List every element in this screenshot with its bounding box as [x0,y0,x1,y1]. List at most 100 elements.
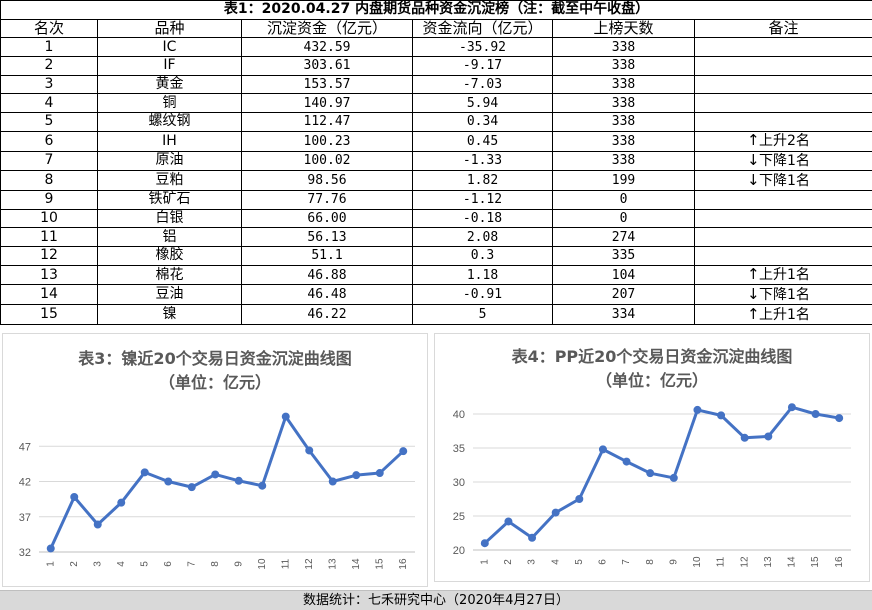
table-title: 表1：2020.04.27 内盘期货品种资金沉淀榜（注：截至中午收盘） [1,1,872,20]
flow-cell: 1.18 [413,265,553,285]
data-point [94,521,101,528]
flow-cell: 1.82 [413,171,553,191]
amount-cell: 46.88 [242,265,413,285]
data-point [529,534,536,541]
x-tick-label: 3 [92,561,103,567]
name-cell: IF [98,57,242,76]
data-point [141,469,148,476]
down-arrow-icon: ↓ [747,152,759,169]
days-cell: 0 [553,209,695,228]
data-point [282,413,289,420]
x-tick-label: 10 [257,558,268,570]
data-point [259,482,266,489]
rank-cell: 4 [1,94,98,113]
name-cell: 铝 [98,228,242,247]
data-point [670,474,677,481]
flow-cell: 2.08 [413,228,553,247]
rank-cell: 12 [1,247,98,266]
note-text: 上升1名 [759,267,810,283]
x-tick-label: 6 [163,561,174,567]
down-arrow-icon: ↓ [747,172,759,189]
footer-source: 数据统计：七禾研究中心（2020年4月27日） [0,590,872,610]
x-tick-label: 11 [280,558,291,569]
flow-cell: -1.33 [413,151,553,171]
data-point [718,412,725,419]
data-point [353,472,360,479]
name-cell: 棉花 [98,265,242,285]
down-arrow-icon: ↓ [747,286,759,303]
flow-cell: -9.17 [413,57,553,76]
amount-cell: 46.48 [242,285,413,305]
data-point [71,494,78,501]
name-cell: 豆粕 [98,171,242,191]
x-tick-label: 9 [668,559,679,565]
days-cell: 338 [553,57,695,76]
days-cell: 104 [553,265,695,285]
note-cell [695,94,872,113]
x-tick-label: 13 [763,556,774,568]
note-cell: ↓下降1名 [695,151,872,171]
separator [0,325,872,333]
flow-cell: 5.94 [413,94,553,113]
up-arrow-icon: ↑ [747,306,759,323]
data-point [576,496,583,503]
amount-cell: 46.22 [242,305,413,325]
amount-cell: 51.1 [242,247,413,266]
x-tick-label: 11 [716,556,727,567]
amount-cell: 77.76 [242,190,413,209]
rank-cell: 8 [1,171,98,191]
x-tick-label: 9 [233,561,244,567]
x-tick-label: 4 [550,559,561,565]
flow-cell: -0.91 [413,285,553,305]
x-tick-label: 7 [186,561,197,567]
days-cell: 338 [553,113,695,132]
data-point [306,447,313,454]
table-header-row: 名次 品种 沉淀资金（亿元） 资金流向（亿元） 上榜天数 备注 [1,19,872,38]
x-tick-label: 8 [210,561,221,567]
amount-cell: 56.13 [242,228,413,247]
note-cell [695,38,872,57]
data-point [118,499,125,506]
days-cell: 338 [553,131,695,151]
data-point [481,540,488,547]
series-line [51,417,404,549]
days-cell: 338 [553,151,695,171]
note-cell [695,57,872,76]
rank-cell: 2 [1,57,98,76]
rank-cell: 11 [1,228,98,247]
data-point [235,477,242,484]
note-text: 下降1名 [759,173,810,189]
x-tick-label: 1 [479,559,490,565]
x-tick-label: 14 [351,558,362,570]
name-cell: 铁矿石 [98,190,242,209]
flow-cell: 0.45 [413,131,553,151]
note-text: 上升2名 [759,133,810,149]
data-point [836,415,843,422]
note-cell [695,75,872,94]
days-cell: 207 [553,285,695,305]
data-point [329,478,336,485]
y-tick-label: 47 [19,441,31,453]
data-point [376,470,383,477]
note-cell [695,209,872,228]
note-text: 上升1名 [759,307,810,323]
name-cell: 白银 [98,209,242,228]
name-cell: 螺纹钢 [98,113,242,132]
x-tick-label: 13 [327,558,338,570]
days-cell: 199 [553,171,695,191]
amount-cell: 112.47 [242,113,413,132]
rank-cell: 7 [1,151,98,171]
x-tick-label: 3 [527,559,538,565]
x-tick-label: 16 [834,556,845,568]
x-tick-label: 12 [739,556,750,568]
data-point [623,458,630,465]
